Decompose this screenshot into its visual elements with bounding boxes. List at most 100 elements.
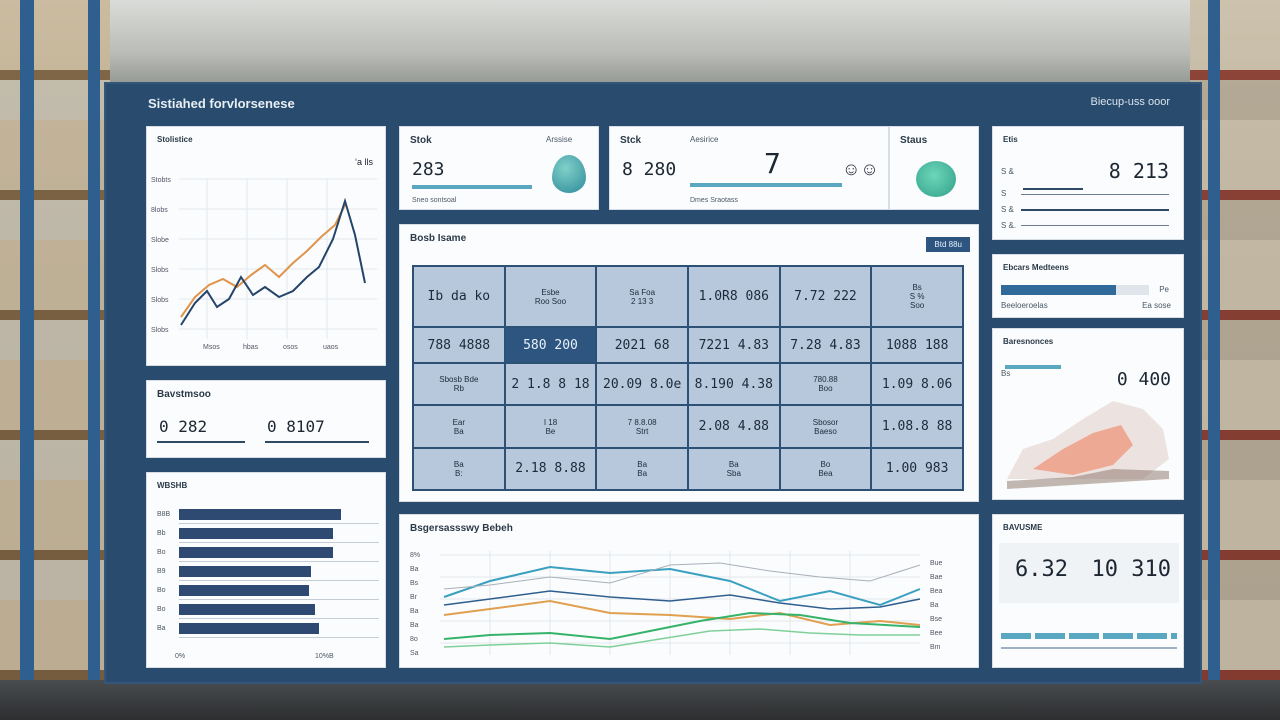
line-x-tick: uaos	[323, 344, 339, 351]
table-row: Ba B: 2.18 8.88 Ba Ba Ba Sba Bo Bea 1.00 983	[412, 446, 964, 492]
multi-y-tick: Ba	[410, 608, 419, 615]
table-row: Ib da ko Esbe Roo Soo Sa Foa 2 13 3 1.0R8 0…	[412, 264, 964, 329]
stat-card-stock-2: Stck Aesirice 8 280 7 ☺☺ Dmes Sraotass	[609, 126, 889, 210]
table-title: Bosb Isame	[410, 233, 467, 244]
hbar-gridline	[179, 561, 379, 562]
kpi-row-line	[1021, 194, 1169, 195]
background-floor	[0, 680, 1280, 720]
table-cell[interactable]: Bo Bea	[778, 446, 873, 492]
kpi-card-right: Etis 8 213 S & S S & S &.	[992, 126, 1184, 240]
series-green	[443, 611, 921, 641]
background-rack	[20, 0, 34, 720]
stat-card-label: Arssise	[546, 135, 573, 144]
kpi-row-line	[1021, 225, 1169, 226]
table-cell[interactable]: 780.88 Boo	[778, 362, 873, 407]
multi-legend: Bue	[930, 560, 943, 567]
table-cell[interactable]: 20.09 8.0e	[595, 362, 689, 407]
hbar-title: WBSHB	[157, 481, 188, 490]
hbar-label: Ba	[157, 625, 166, 632]
table-cell[interactable]: Bs S % Soo	[870, 264, 964, 329]
multi-y-tick: Sa	[410, 650, 419, 657]
stat-card-status: Staus	[889, 126, 979, 210]
hbar-label: B9	[157, 568, 166, 575]
table-row: Sbosb Bde Rb 2 1.8 8 18 20.09 8.0e 8.190 4.…	[412, 362, 964, 407]
line-y-tick: Slobe	[151, 237, 169, 244]
table-cell[interactable]: Esbe Roo Soo	[503, 264, 598, 329]
table-cell[interactable]: 7 8.8.08 Strt	[595, 404, 689, 449]
hbar-bar	[179, 585, 309, 596]
multi-y-tick: Br	[410, 594, 418, 601]
multi-legend: Bea	[930, 588, 943, 595]
hbar-label: Bb	[157, 530, 166, 537]
line-y-tick: Stobts	[151, 177, 171, 184]
stat-card-foot: Sneo sontsoal	[412, 197, 457, 204]
hbar-label: Bo	[157, 606, 166, 613]
multi-y-tick: 8o	[410, 636, 418, 643]
map-card: Baresnonces Bs 0 400	[992, 328, 1184, 500]
table-action-button[interactable]: Btd 88u	[926, 237, 970, 252]
line-y-tick: Slobs	[151, 327, 169, 334]
value-pair-card: Bavstmsoo 0 282 0 8107	[146, 380, 386, 458]
table-cell[interactable]: 7.28 4.83	[778, 326, 873, 365]
drop-icon	[552, 155, 586, 193]
hbar-gridline	[179, 618, 379, 619]
bars-card-title: Ebcars Medteens	[1003, 263, 1069, 272]
hbar-label: Bo	[157, 587, 166, 594]
line-x-tick: hbas	[243, 344, 259, 351]
line-chart-plot: Stobts 8lobs Slobe Slobs Slobs Slobs Mso…	[151, 177, 377, 351]
table-cell[interactable]: 1.09 8.06	[870, 362, 964, 407]
final-kpi-panel	[999, 543, 1179, 603]
multi-line-chart-card: Bsgersassswy Bebeh 8% Ba Bs Br	[399, 514, 979, 668]
value-pair-underline	[265, 441, 369, 443]
hbar-bar	[179, 547, 333, 558]
table-cell[interactable]: 580 200	[503, 326, 598, 365]
table-cell[interactable]: 2.18 8.88	[503, 446, 598, 492]
line-y-tick: 8lobs	[151, 207, 168, 214]
multi-legend: Bm	[930, 644, 941, 651]
table-cell[interactable]: Ba B:	[412, 446, 506, 492]
table-cell[interactable]: 788 4888	[412, 326, 506, 365]
table-cell[interactable]: Sa Foa 2 13 3	[595, 264, 689, 329]
stat-card-progress	[412, 185, 532, 189]
table-cell[interactable]: 1088 188	[870, 326, 964, 365]
table-cell[interactable]: Ba Sba	[686, 446, 781, 492]
kpi-value: 8 213	[1108, 159, 1169, 183]
table-cell[interactable]: 7221 4.83	[686, 326, 781, 365]
bars-card-left-label: Beeloeroelas	[1001, 301, 1048, 310]
table-cell[interactable]: 1.0R8 086	[686, 264, 781, 329]
table-cell[interactable]: Ib da ko	[412, 264, 506, 329]
multi-y-tick: 8%	[410, 552, 420, 559]
final-kpi-v2: 10 310	[1091, 557, 1171, 582]
table-cell[interactable]: 8.190 4.38	[686, 362, 781, 407]
table-cell[interactable]: I 18 Be	[503, 404, 598, 449]
table-cell[interactable]: Ear Ba	[412, 404, 506, 449]
final-kpi-v1: 6.32	[1015, 557, 1068, 582]
line-chart-card: Stolistice ʻa lls Stobts 8lobs Slobe Slo…	[146, 126, 386, 366]
status-icon	[916, 161, 956, 197]
table-cell[interactable]: Ba Ba	[595, 446, 689, 492]
stat-card-big-number: 7	[764, 147, 781, 180]
table-cell[interactable]: Sbosb Bde Rb	[412, 362, 506, 407]
table-cell[interactable]: 2 1.8 8 18	[503, 362, 598, 407]
hbar-bar	[179, 509, 341, 520]
hbar-gridline	[179, 580, 379, 581]
background-ceiling	[0, 0, 1280, 90]
table-cell[interactable]: Sbosor Baeso	[778, 404, 873, 449]
stat-card-title: Staus	[900, 135, 928, 146]
table-cell[interactable]: 1.00 983	[870, 446, 964, 492]
bars-card-right-label2: Pe	[1159, 285, 1169, 294]
hbar-gridline	[179, 599, 379, 600]
series-green-light	[443, 628, 920, 648]
table-cell[interactable]: 2.08 4.88	[686, 404, 781, 449]
bars-card-right-label: Ea sose	[1142, 301, 1171, 310]
line-y-tick: Slobs	[151, 267, 169, 274]
kpi-row-label: S	[1001, 189, 1007, 198]
line-y-tick: Slobs	[151, 297, 169, 304]
table-cell[interactable]: 7.72 222	[778, 264, 873, 329]
line-series-orange	[180, 204, 346, 318]
hbar-bar	[179, 528, 333, 539]
hbar-label: Bo	[157, 549, 166, 556]
table-cell[interactable]: 1.08.8 88	[870, 404, 964, 449]
hbar-label: B8B	[157, 511, 171, 518]
table-cell[interactable]: 2021 68	[595, 326, 689, 365]
